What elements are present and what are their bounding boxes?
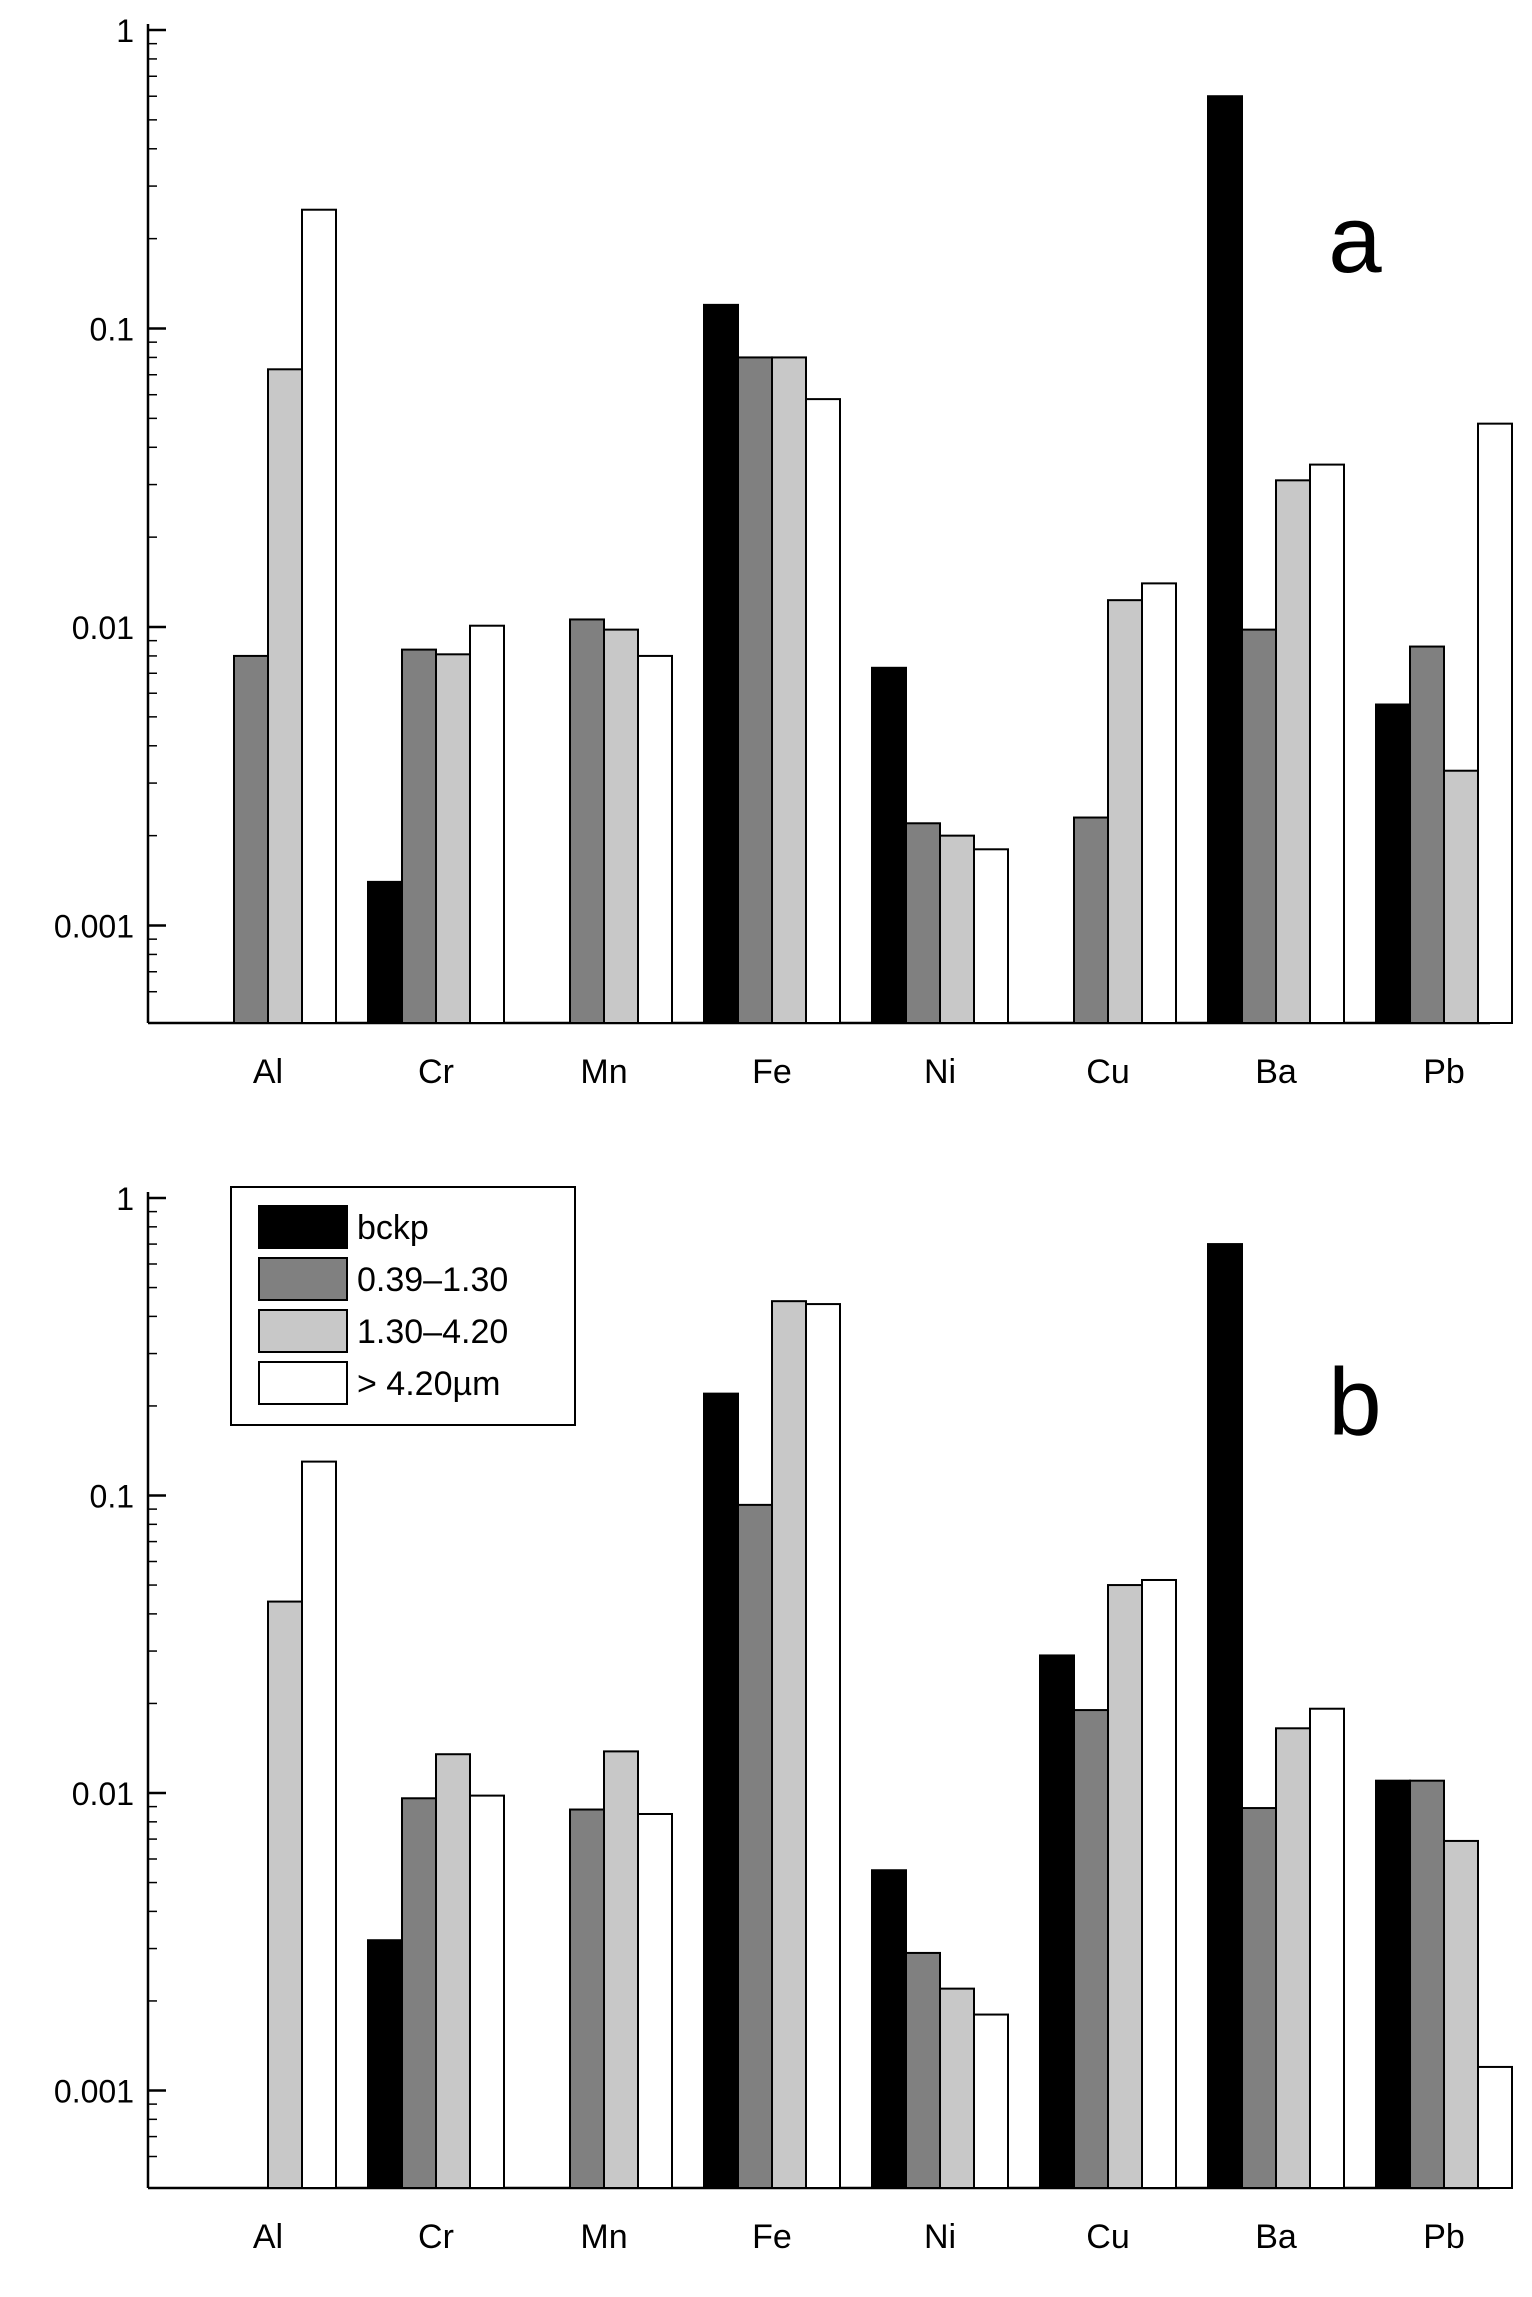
legend-swatch	[258, 1205, 348, 1249]
legend-swatch	[258, 1257, 348, 1301]
panel-label: b	[1328, 1349, 1381, 1456]
x-tick-label: Al	[253, 1053, 283, 1091]
bar-fe-series-2	[771, 1300, 807, 2190]
y-tick-label: 0.01	[72, 1776, 134, 1812]
bar-ni-series-2	[939, 1987, 975, 2190]
x-tick-label: Ni	[924, 1053, 956, 1091]
bar-pb-series-0	[1375, 703, 1411, 1024]
bar-cu-series-3	[1141, 1578, 1177, 2189]
bar-mn-series-3	[637, 1812, 673, 2190]
legend: bckp 0.39–1.30 1.30–4.20 > 4.20µm	[230, 1186, 576, 1426]
bar-ba-series-2	[1275, 1727, 1311, 2190]
panel-label: a	[1328, 186, 1382, 293]
y-tick-label: 0.1	[90, 312, 134, 348]
x-tick-label: Mn	[580, 2218, 627, 2256]
bar-fe-series-0	[703, 1392, 739, 2189]
bar-ni-series-2	[939, 834, 975, 1024]
bar-pb-series-3	[1477, 422, 1513, 1025]
bar-al-series-3	[301, 208, 337, 1024]
bar-ni-series-0	[871, 666, 907, 1024]
bar-ni-series-0	[871, 1869, 907, 2189]
bar-ba-series-3	[1309, 1707, 1345, 2189]
bar-ba-series-1	[1241, 628, 1277, 1024]
y-tick-label: 0.01	[72, 610, 134, 646]
bar-cr-series-2	[435, 1753, 471, 2189]
x-tick-label: Al	[253, 2218, 283, 2256]
chart-panel-b: 1 0.1 0.01 0.001 Al Cr Mn Fe Ni Cu Ba Pb b bckp 0.39–1…	[54, 1181, 1513, 2256]
bar-cr-series-3	[469, 1794, 505, 2189]
bar-cu-series-2	[1107, 1584, 1143, 2189]
bar-al-series-1	[233, 654, 269, 1024]
legend-label: bckp	[357, 1209, 429, 1247]
bar-fe-series-3	[805, 398, 841, 1024]
bar-al-series-3	[301, 1460, 337, 2189]
x-tick-label: Ni	[924, 2218, 956, 2256]
bar-cu-series-2	[1107, 599, 1143, 1024]
bar-cu-series-0	[1039, 1654, 1075, 2190]
bar-cr-series-0	[367, 880, 403, 1025]
bar-fe-series-1	[737, 356, 773, 1025]
bar-cu-series-1	[1073, 1709, 1109, 2189]
x-tick-label: Cu	[1086, 2218, 1129, 2256]
bar-pb-series-1	[1409, 1779, 1445, 2189]
bar-ni-series-1	[905, 1951, 941, 2190]
x-tick-label: Ba	[1255, 1053, 1297, 1091]
bar-pb-series-0	[1375, 1779, 1411, 2189]
bar-ni-series-1	[905, 822, 941, 1024]
bar-cu-series-3	[1141, 582, 1177, 1025]
bar-pb-series-2	[1443, 1839, 1479, 2189]
legend-label: 1.30–4.20	[357, 1313, 508, 1351]
bar-al-series-2	[267, 368, 303, 1024]
x-tick-label: Fe	[752, 2218, 792, 2256]
legend-label: 0.39–1.30	[357, 1261, 508, 1299]
x-tick-label: Cr	[418, 1053, 454, 1091]
legend-label: > 4.20µm	[357, 1365, 500, 1403]
y-tick-label: 1	[116, 1181, 134, 1217]
bar-pb-series-3	[1477, 2065, 1513, 2190]
y-tick-label: 0.1	[90, 1479, 134, 1515]
bar-fe-series-3	[805, 1303, 841, 2190]
bar-cr-series-0	[367, 1939, 403, 2190]
y-tick-label: 1	[116, 13, 134, 49]
bar-ba-series-3	[1309, 463, 1345, 1024]
legend-swatch	[258, 1309, 348, 1353]
bar-ba-series-2	[1275, 479, 1311, 1024]
x-tick-label: Ba	[1255, 2218, 1297, 2256]
x-tick-label: Pb	[1423, 2218, 1465, 2256]
bar-ba-series-0	[1207, 95, 1243, 1024]
bar-pb-series-2	[1443, 769, 1479, 1024]
bar-cr-series-1	[401, 1797, 437, 2189]
bar-ni-series-3	[973, 2013, 1009, 2189]
bar-cr-series-2	[435, 653, 471, 1024]
bar-cr-series-3	[469, 624, 505, 1024]
x-tick-label: Pb	[1423, 1053, 1465, 1091]
bar-ni-series-3	[973, 848, 1009, 1024]
chart-panel-a: 1 0.1 0.01 0.001 Al Cr Mn Fe Ni Cu Ba Pb a	[54, 13, 1513, 1091]
y-tick-label: 0.001	[54, 909, 134, 945]
bar-fe-series-2	[771, 356, 807, 1025]
bar-mn-series-1	[569, 618, 605, 1025]
bar-al-series-2	[267, 1600, 303, 2190]
bar-mn-series-3	[637, 654, 673, 1024]
bar-mn-series-2	[603, 1750, 639, 2189]
y-tick-label: 0.001	[54, 2074, 134, 2110]
legend-swatch	[258, 1361, 348, 1405]
bar-ba-series-0	[1207, 1243, 1243, 2190]
bar-pb-series-1	[1409, 645, 1445, 1024]
bar-fe-series-1	[737, 1503, 773, 2189]
bar-cr-series-1	[401, 648, 437, 1025]
x-tick-label: Cr	[418, 2218, 454, 2256]
bar-cu-series-1	[1073, 816, 1109, 1024]
x-tick-label: Mn	[580, 1053, 627, 1091]
bar-ba-series-1	[1241, 1807, 1277, 2190]
bar-fe-series-0	[703, 303, 739, 1025]
x-tick-label: Cu	[1086, 1053, 1129, 1091]
bar-mn-series-2	[603, 628, 639, 1024]
bar-mn-series-1	[569, 1808, 605, 2189]
x-tick-label: Fe	[752, 1053, 792, 1091]
